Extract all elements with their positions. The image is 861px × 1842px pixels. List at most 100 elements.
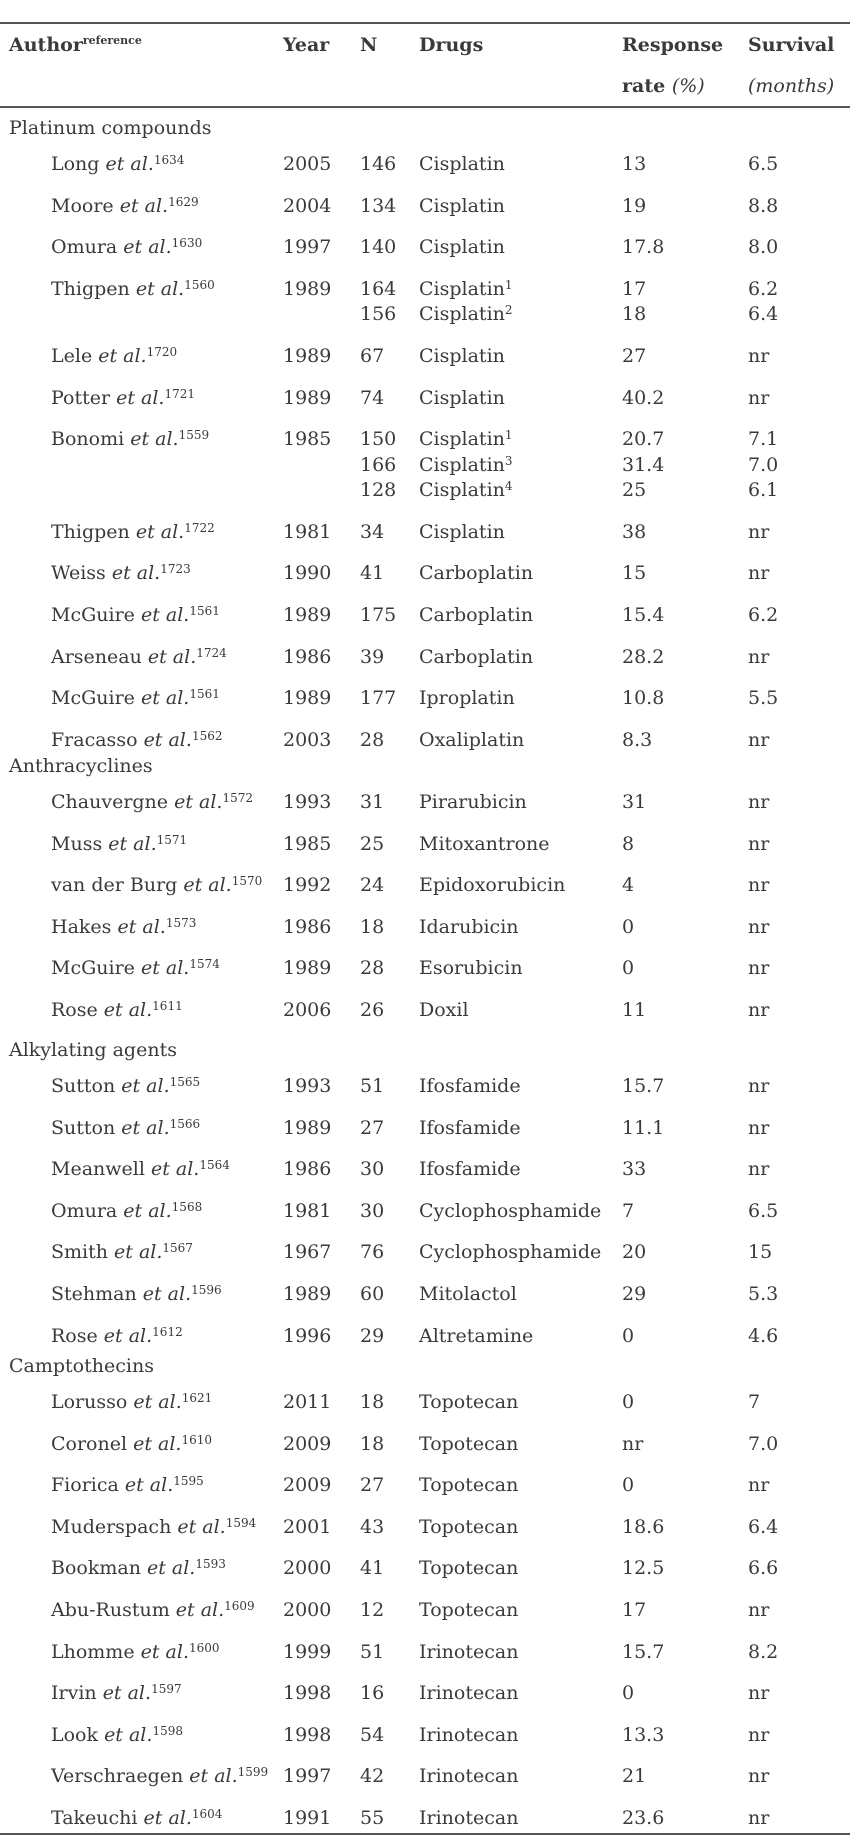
author-cell: Takeuchi et al.1604 [51,1805,222,1833]
drug-cell: Carboplatin [419,644,533,670]
survival-cell: nr [748,520,770,543]
author-name: McGuire [51,687,135,710]
author-name: Meanwell [51,1158,145,1181]
author-cell: Omura et al.1568 [51,1198,202,1226]
drug-cell: Irinotecan [419,1639,518,1665]
reference-number: 1629 [168,194,199,209]
et-al: et al. [150,1158,200,1181]
author-name: Omura [51,1199,118,1222]
n-cell: 146 [360,153,397,175]
et-al: et al. [133,1391,182,1413]
et-al: et al. [140,957,190,980]
n-cell: 31 [360,791,385,813]
response-rate-cell: 13.3 [622,1723,665,1746]
year-cell: 2006 [283,999,332,1021]
drug-cell: Topotecan [419,1555,518,1581]
drug-name: Topotecan [419,1557,519,1580]
drug-cell: Mitolactol [419,1281,517,1307]
year-cell: 1985 [283,428,332,451]
drug-name: Irinotecan [419,1640,519,1663]
author-name: Thigpen [51,277,130,300]
author-cell: Coronel et al.1610 [51,1431,212,1459]
reference-number: 1571 [156,832,188,847]
year-cell: 1989 [283,344,332,367]
survival-cell: 15 [748,1241,773,1264]
response-rate-cell: 33 [622,1158,647,1181]
year-cell: 1989 [283,957,332,980]
header-n: N [360,34,378,56]
n-cell: 30 [360,1199,385,1222]
response-rate-cell: 27 [622,344,647,367]
drug-footnote-marker: 2 [504,303,513,318]
response-rate-cell: 15.4 [622,603,665,626]
author-name: Stehman [51,1283,137,1305]
response-rate-cell: 19 [622,194,647,217]
author-name: Fiorica [51,1474,119,1497]
reference-number: 1561 [189,603,220,618]
author-name: Hakes [51,915,112,938]
author-cell: Hakes et al.1573 [51,914,196,942]
drug-cell: Carboplatin [419,560,533,586]
author-name: Takeuchi [51,1807,138,1829]
drug-name: Cisplatin [419,194,505,217]
response-rate-cell: 18.6 [622,1515,665,1538]
response-rate-cell: 28.2 [622,645,665,668]
response-rate-cell: 25 [622,479,647,502]
year-cell: 2009 [283,1432,332,1455]
survival-cell: nr [748,832,770,855]
survival-cell: 8.0 [748,236,779,259]
response-rate-cell: 11.1 [622,1116,665,1139]
author-name: Coronel [51,1432,128,1455]
year-cell: 2000 [283,1557,332,1580]
author-name: Omura [51,236,118,259]
top-rule [0,22,850,24]
drug-cell: Topotecan [419,1472,518,1498]
year-cell: 1990 [283,562,332,585]
year-cell: 1986 [283,1158,332,1181]
drug-name: Mitoxantrone [419,832,550,855]
drug-cell: Mitoxantrone [419,831,550,857]
drug-name: Irinotecan [419,1682,519,1705]
response-rate-cell: 4 [622,874,635,897]
drug-name: Idarubicin [419,915,519,938]
author-cell: Weiss et al.1723 [51,560,191,588]
survival-cell: nr [748,1599,770,1621]
n-cell: 26 [360,999,385,1021]
et-al: et al. [104,1723,153,1746]
n-cell: 28 [360,957,385,980]
response-rate-cell: 31 [622,791,647,813]
response-rate-cell: 17 [622,1599,647,1621]
response-rate-cell: 0 [622,957,635,980]
survival-cell: nr [748,1807,770,1829]
author-name: Smith [51,1241,108,1264]
n-cell: 34 [360,520,385,543]
drug-name: Topotecan [419,1599,519,1621]
year-cell: 1991 [283,1807,332,1829]
et-al: et al. [123,1199,172,1222]
response-rate-cell: 38 [622,520,647,543]
year-cell: 1998 [283,1682,332,1705]
header-year: Year [283,34,330,56]
et-al: et al. [103,1324,153,1347]
n-cell: 54 [360,1723,385,1746]
et-al: et al. [119,194,169,217]
author-cell: Lele et al.1720 [51,343,177,371]
year-cell: 2003 [283,728,332,751]
author-name: Potter [51,386,111,409]
drug-name: Epidoxorubicin [419,874,566,897]
et-al: et al. [133,1432,182,1455]
author-cell: Muss et al.1571 [51,831,187,859]
drug-name: Carboplatin [419,603,534,626]
drug-cell: Cyclophosphamide [419,1198,601,1224]
survival-cell: nr [748,344,770,367]
response-rate-cell: 15 [622,562,647,585]
survival-cell: nr [748,1116,770,1139]
et-al: et al. [147,645,197,668]
et-al: et al. [116,386,165,409]
response-rate-cell: 29 [622,1283,647,1305]
survival-cell: nr [748,1474,770,1497]
author-name: Lhomme [51,1640,135,1663]
reference-number: 1596 [191,1283,222,1297]
drug-name: Cisplatin [419,153,505,175]
reference-number: 1564 [199,1158,230,1173]
